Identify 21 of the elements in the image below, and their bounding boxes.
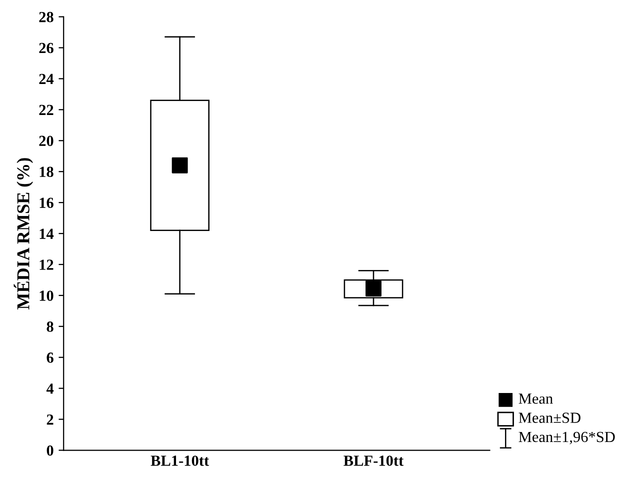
y-tick-label: 18 bbox=[40, 166, 54, 178]
y-tick-label: 28 bbox=[39, 12, 54, 22]
y-tick-label: 14 bbox=[40, 228, 54, 239]
text: Mean bbox=[518, 394, 553, 404]
y-tick-label: 12 bbox=[40, 260, 54, 270]
x-tick-label: BLF-10tt bbox=[344, 456, 404, 466]
y-tick-label: 6 bbox=[46, 352, 54, 363]
y-tick-label: 16 bbox=[40, 198, 54, 208]
y-tick-label: 22 bbox=[39, 104, 54, 115]
y-tick-label: 10 bbox=[40, 290, 54, 301]
y-tick-label: 4 bbox=[46, 384, 54, 394]
text: Mean±1,96*SD bbox=[518, 432, 615, 444]
y-axis-title: MÉDIA RMSE (%) bbox=[14, 158, 34, 310]
y-tick-label: 20 bbox=[39, 136, 54, 146]
x-tick-label: BL1-10tt bbox=[150, 456, 210, 466]
y-tick-label: 2 bbox=[46, 414, 54, 425]
y-tick-label: 0 bbox=[46, 445, 54, 456]
y-tick-label: 24 bbox=[39, 74, 54, 84]
y-tick-label: 8 bbox=[46, 322, 54, 332]
y-tick-label: 26 bbox=[39, 42, 54, 54]
text: Mean±SD bbox=[518, 412, 580, 423]
